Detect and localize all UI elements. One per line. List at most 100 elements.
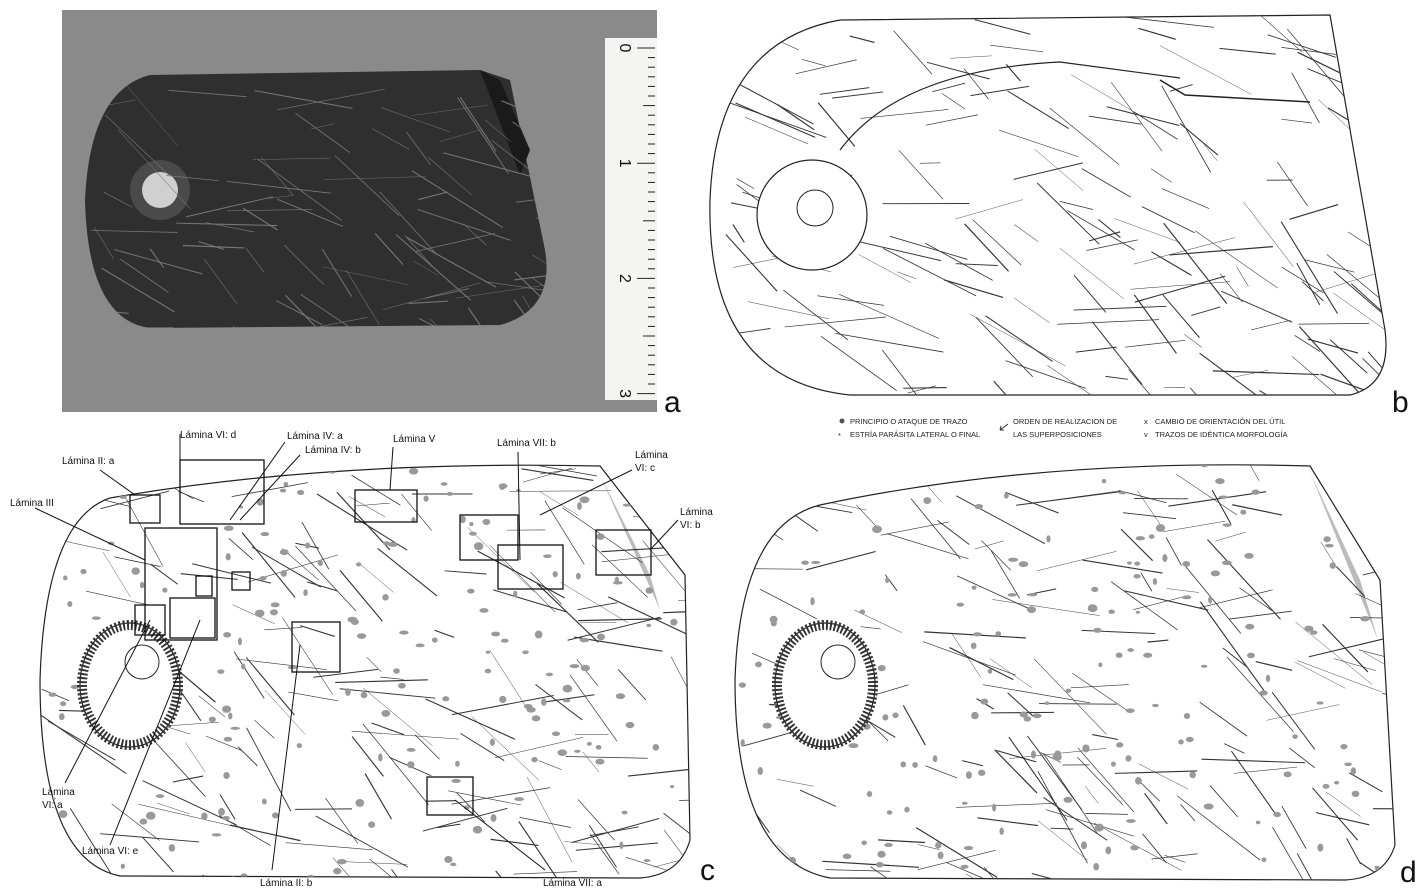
scratch bbox=[380, 677, 403, 679]
pit bbox=[982, 470, 989, 475]
scratch bbox=[1370, 471, 1414, 499]
pit bbox=[1348, 458, 1357, 464]
pit bbox=[381, 710, 390, 717]
scratch bbox=[1014, 163, 1083, 179]
pit bbox=[368, 821, 375, 827]
scratch bbox=[950, 648, 1014, 680]
pit bbox=[1340, 744, 1347, 749]
pit bbox=[532, 715, 541, 721]
pit bbox=[1135, 777, 1142, 785]
scratch bbox=[882, 350, 931, 414]
pit bbox=[447, 492, 454, 496]
scratch bbox=[340, 689, 436, 698]
scratch bbox=[976, 317, 1033, 377]
scratch bbox=[1305, 260, 1355, 272]
pit bbox=[1116, 742, 1123, 747]
scratch bbox=[1135, 276, 1226, 302]
scratch bbox=[1078, 748, 1134, 812]
scratch bbox=[878, 840, 925, 843]
pit bbox=[1153, 578, 1157, 585]
plate-label: Lámina VII: b bbox=[497, 438, 556, 449]
scratch bbox=[1016, 492, 1120, 506]
pit bbox=[964, 846, 974, 850]
pit bbox=[580, 638, 590, 643]
pit bbox=[393, 668, 400, 674]
scratch bbox=[830, 487, 903, 488]
pit bbox=[42, 482, 49, 490]
hole-inner bbox=[821, 645, 855, 679]
scratch bbox=[740, 85, 813, 124]
pit bbox=[1127, 561, 1132, 564]
plate-label: Lámina bbox=[42, 787, 75, 798]
scratch bbox=[785, 317, 886, 327]
scratch bbox=[955, 200, 1023, 219]
pit bbox=[1024, 716, 1031, 722]
pit bbox=[230, 727, 240, 730]
pit bbox=[755, 662, 762, 668]
pit bbox=[432, 637, 438, 642]
scratch bbox=[800, 790, 836, 806]
scratch bbox=[1244, 202, 1294, 267]
pit bbox=[935, 842, 941, 849]
scratch bbox=[234, 652, 264, 699]
pit bbox=[1284, 771, 1292, 777]
scratch bbox=[114, 557, 160, 567]
pit bbox=[619, 842, 623, 850]
plate-label: Lámina VI: e bbox=[82, 846, 139, 857]
pit bbox=[563, 699, 571, 703]
pit bbox=[973, 632, 982, 636]
scratch bbox=[1015, 225, 1039, 242]
pit bbox=[241, 664, 245, 670]
scratch bbox=[818, 103, 855, 147]
pit bbox=[271, 602, 280, 607]
scratch bbox=[1027, 736, 1081, 810]
pit bbox=[305, 542, 310, 548]
pit bbox=[92, 616, 101, 619]
scratch bbox=[1083, 560, 1163, 573]
pit bbox=[670, 785, 674, 788]
pit bbox=[1105, 847, 1111, 855]
pit bbox=[407, 748, 416, 752]
pit bbox=[222, 816, 229, 821]
scratch bbox=[1212, 490, 1231, 524]
scratch bbox=[495, 737, 583, 758]
scratch bbox=[956, 803, 1057, 807]
scratch bbox=[1072, 673, 1131, 713]
scratch bbox=[1220, 48, 1276, 54]
pit bbox=[223, 772, 229, 779]
scratch bbox=[1340, 479, 1408, 489]
scratch bbox=[990, 45, 1043, 52]
pit bbox=[255, 610, 265, 617]
scratch bbox=[577, 659, 598, 685]
scratch bbox=[1162, 86, 1211, 173]
pit bbox=[1215, 478, 1225, 484]
pit bbox=[732, 589, 740, 593]
pit bbox=[597, 634, 605, 641]
pit bbox=[1317, 701, 1324, 704]
pit bbox=[272, 812, 279, 818]
pit bbox=[1088, 604, 1098, 612]
scratch bbox=[1281, 222, 1337, 314]
pit bbox=[771, 620, 777, 626]
scratch bbox=[1060, 248, 1124, 298]
scratch bbox=[1092, 322, 1142, 385]
panel-letter: d bbox=[1400, 856, 1417, 889]
scratch bbox=[236, 659, 327, 670]
pit bbox=[1098, 662, 1102, 667]
pit bbox=[1152, 704, 1159, 707]
pit bbox=[595, 759, 604, 765]
pit bbox=[810, 597, 814, 605]
scratch bbox=[392, 869, 427, 890]
scratch bbox=[777, 779, 814, 786]
legend-symbol bbox=[840, 419, 845, 424]
scratch bbox=[957, 576, 1034, 611]
pit bbox=[801, 560, 809, 564]
pit bbox=[467, 589, 474, 594]
hole-inner bbox=[125, 645, 159, 679]
pit bbox=[1143, 653, 1152, 658]
scratch bbox=[1071, 685, 1129, 688]
pit bbox=[1324, 536, 1331, 542]
pit bbox=[1204, 803, 1214, 809]
scratch bbox=[1037, 551, 1117, 571]
scratch bbox=[1223, 648, 1246, 666]
